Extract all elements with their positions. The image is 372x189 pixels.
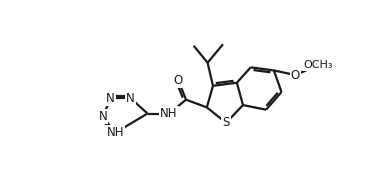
- Text: O: O: [174, 74, 183, 87]
- Text: NH: NH: [160, 107, 178, 120]
- Text: OCH₃: OCH₃: [304, 60, 333, 70]
- Text: NH: NH: [106, 126, 124, 139]
- Text: N: N: [106, 92, 115, 105]
- Text: N: N: [126, 92, 135, 105]
- Text: N: N: [99, 110, 107, 123]
- Text: O: O: [291, 69, 300, 81]
- Text: S: S: [222, 116, 230, 129]
